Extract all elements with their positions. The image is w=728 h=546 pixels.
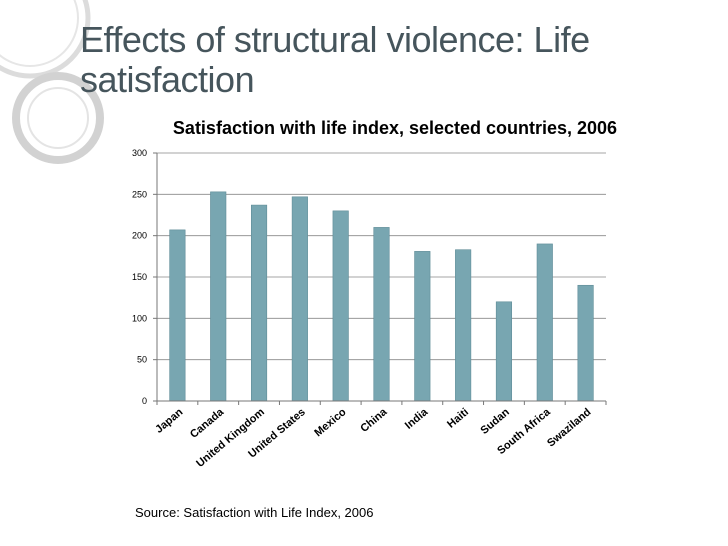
bar-japan: [169, 229, 186, 402]
y-tick-label: 200: [132, 231, 147, 241]
bar-united-states: [291, 196, 308, 402]
deco-circle-outer: [0, 0, 91, 79]
deco-circle-lower: [12, 72, 104, 164]
x-tick-label: Swaziland: [545, 406, 593, 449]
bar-united-kingdom: [250, 204, 268, 402]
bars: [169, 191, 594, 402]
y-tick-label: 300: [132, 148, 147, 158]
x-tick-label: Mexico: [312, 406, 348, 439]
bar-south-africa: [536, 243, 553, 402]
bar-canada: [210, 191, 227, 402]
y-tick-label: 0: [142, 396, 147, 406]
bar-india: [414, 251, 431, 402]
bar-mexico: [332, 210, 349, 402]
x-tick-label: China: [358, 406, 390, 435]
axes: [153, 152, 607, 405]
x-tick-label: Haiti: [445, 406, 471, 431]
x-tick-label: Canada: [188, 406, 227, 441]
x-tick-label: Sudan: [478, 406, 512, 437]
x-tick-label: Japan: [153, 406, 185, 436]
x-tick-label: India: [403, 406, 431, 432]
chart-title: Satisfaction with life index, selected c…: [172, 118, 618, 138]
bar-swaziland: [577, 284, 594, 402]
source-note: Source: Satisfaction with Life Index, 20…: [135, 505, 374, 520]
y-tick-label: 150: [132, 272, 147, 282]
bar-sudan: [495, 301, 513, 402]
y-tick-label: 50: [137, 355, 147, 365]
y-tick-labels: 0 50 100 150 200 250 300: [132, 148, 147, 406]
x-tick-label: United Kingdom: [194, 406, 267, 470]
y-tick-label: 250: [132, 189, 147, 199]
decorative-circles: [0, 0, 104, 164]
y-tick-label: 100: [132, 313, 147, 323]
bar-china: [373, 227, 390, 402]
slide-title: Effects of structural violence: Life sat…: [80, 19, 590, 100]
bar-haiti: [455, 249, 472, 402]
deco-circle-lower-inner: [27, 87, 89, 149]
deco-circle-inner: [0, 0, 79, 67]
